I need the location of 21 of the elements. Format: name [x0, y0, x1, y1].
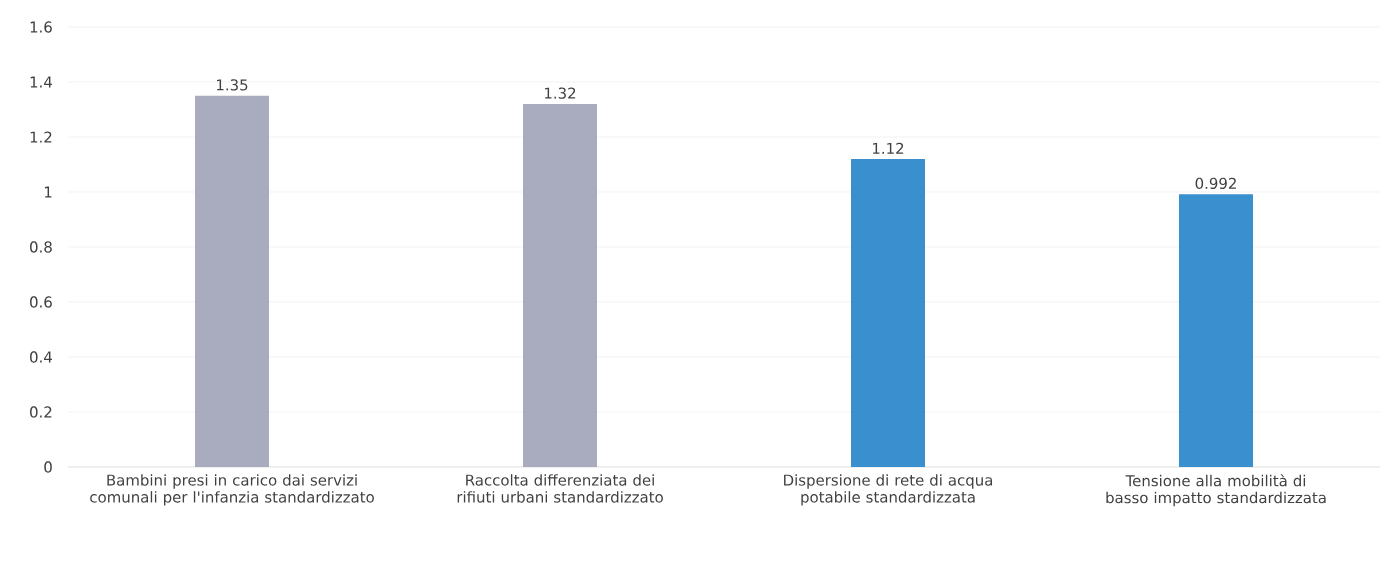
y-tick-label: 1.6 [30, 21, 52, 33]
y-tick-label: 0.2 [30, 406, 52, 418]
y-tick-label: 0.6 [30, 296, 52, 308]
bar [851, 159, 925, 467]
bar [195, 95, 269, 467]
bar [523, 104, 597, 467]
y-tick-label: 0.4 [30, 351, 52, 363]
y-tick-label: 1.4 [30, 76, 52, 88]
y-tick-label: 1.2 [30, 131, 52, 143]
data-label: 1.12 [873, 142, 904, 154]
data-label: 1.35 [217, 79, 248, 91]
data-label: 0.992 [1195, 177, 1236, 189]
x-tick-label: Bambini presi in carico dai servizi comunali per l'infanzia standardizzato [90, 474, 374, 506]
x-tick-label: Dispersione di rete di acqua potabile standardizzata [784, 474, 993, 506]
bar [1178, 194, 1253, 467]
y-tick-label: 0.8 [30, 241, 52, 253]
x-tick-label: Raccolta differenziata dei rifiuti urbani standardizzato [457, 474, 663, 503]
y-tick-label: 0 [44, 461, 52, 473]
data-label: 1.32 [545, 87, 576, 99]
x-tick-label: Tensione alla mobilità di basso impatto standardizzata [1106, 474, 1326, 507]
y-tick-label: 1 [44, 186, 52, 198]
